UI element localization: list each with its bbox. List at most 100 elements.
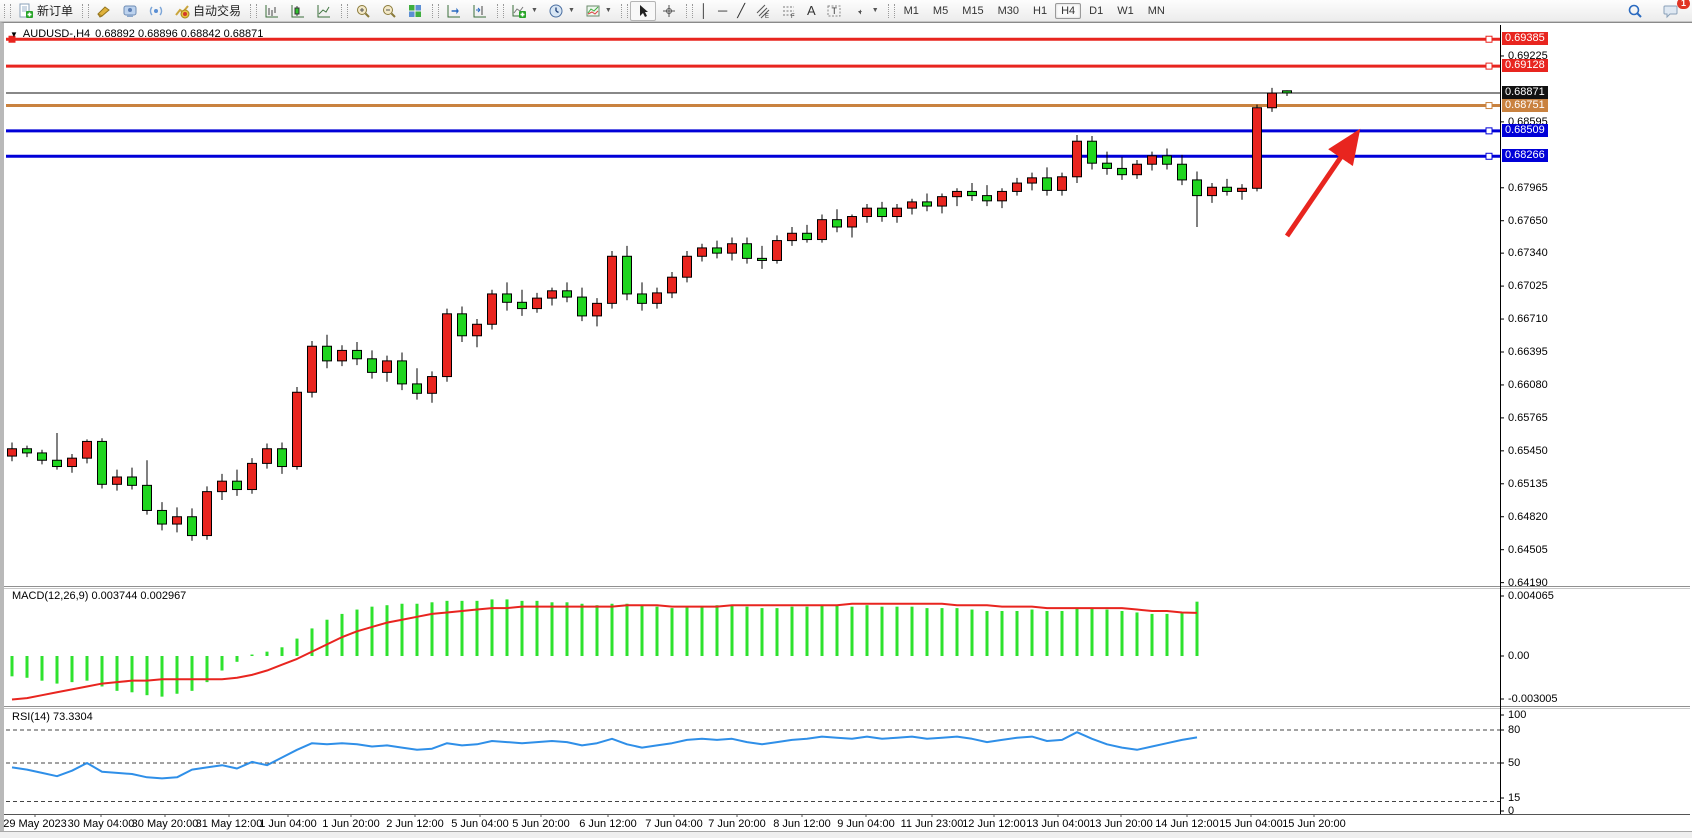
price-tick-label: 0.66395 [1508, 345, 1548, 358]
chart-shift-button[interactable] [467, 1, 493, 21]
horizontal-line-tool-button[interactable]: ─ [713, 1, 732, 20]
candle-body [112, 476, 122, 485]
search-button[interactable] [1622, 1, 1648, 21]
macd-histogram-bar [10, 656, 14, 677]
timeframe-m15[interactable]: M15 [962, 4, 984, 17]
macd-histogram-bar [715, 605, 719, 656]
macd-histogram-bar [1015, 611, 1019, 656]
candle-body [997, 190, 1007, 202]
fibonacci-tool-button[interactable]: F [776, 1, 802, 21]
template-button[interactable]: ▼ [580, 1, 617, 21]
time-label: 12 Jun 12:00 [962, 818, 1026, 830]
level-handle[interactable] [1485, 127, 1493, 135]
arrows-icon [852, 3, 868, 19]
price-badge-0.68509: 0.68509 [1502, 123, 1548, 137]
candle-body [22, 448, 32, 454]
timeframe-group: M1 M5 M15 M30 H1 H4 D1 W1 MN [884, 0, 1172, 21]
time-label: 2 Jun 12:00 [386, 818, 444, 830]
macd-histogram-bar [670, 608, 674, 656]
timeframe-m30[interactable]: M30 [997, 4, 1019, 17]
level-handle[interactable] [1485, 62, 1493, 70]
time-label: 11 Jun 23:00 [900, 818, 964, 830]
candle-body [187, 516, 197, 537]
auto-scroll-button[interactable] [441, 1, 467, 21]
search-icon [1627, 3, 1643, 19]
timeframe-h4[interactable]: H4 [1055, 2, 1082, 19]
macd-histogram-bar [355, 609, 359, 656]
price-badge-0.69128: 0.69128 [1502, 59, 1548, 73]
zoom-out-button[interactable] [376, 1, 402, 21]
crayon-button[interactable] [91, 1, 117, 21]
macd-histogram-bar [1090, 608, 1094, 656]
crosshair-tool-button[interactable] [656, 1, 682, 21]
candle-chart-mode-button[interactable] [285, 1, 311, 21]
level-handle[interactable] [1485, 152, 1493, 160]
add-indicator-button[interactable]: ▼ [506, 1, 543, 21]
level-handle[interactable] [1485, 102, 1493, 110]
text-label-tool-button[interactable]: T [821, 1, 847, 21]
level-handle[interactable] [1485, 35, 1493, 43]
candle-body [697, 247, 707, 257]
rsi-label: RSI(14) 73.3304 [12, 711, 93, 723]
chat-bubble-icon [1663, 3, 1679, 19]
timeframe-d1[interactable]: D1 [1089, 4, 1104, 17]
candle-body [967, 190, 977, 197]
time-label: 7 Jun 20:00 [708, 818, 766, 830]
cursor-tool-button[interactable] [629, 0, 656, 21]
notifications-button[interactable]: 1 [1658, 0, 1690, 21]
template-icon [585, 3, 601, 19]
macd-histogram-bar [220, 656, 224, 671]
macd-histogram-bar [115, 656, 119, 691]
candle-body [67, 457, 77, 468]
timeframe-mn[interactable]: MN [1147, 4, 1165, 17]
channel-tool-button[interactable]: E [750, 1, 776, 21]
candle-body [832, 219, 842, 228]
monitor-icon [122, 3, 138, 19]
macd-histogram-bar [250, 654, 254, 656]
tile-windows-icon [407, 3, 423, 19]
candle-body [427, 376, 437, 394]
new-order-button[interactable]: 新订单 [13, 0, 78, 21]
market-watch-button[interactable] [117, 1, 143, 21]
timeframe-m1[interactable]: M1 [903, 4, 919, 17]
price-tick-label: 0.67340 [1508, 247, 1548, 260]
time-label: 1 Jun 04:00 [259, 818, 317, 830]
trendline-tool-button[interactable]: ╱ [732, 1, 750, 21]
tile-windows-button[interactable] [402, 1, 428, 21]
zoom-in-button[interactable] [350, 1, 376, 21]
candle-body [547, 290, 557, 299]
chart-canvas[interactable] [4, 23, 1690, 827]
candle-body [262, 448, 272, 464]
macd-histogram-bar [1075, 608, 1079, 656]
candle-body [1042, 177, 1052, 191]
timeframe-h1[interactable]: H1 [1033, 4, 1048, 17]
line-chart-mode-button[interactable] [311, 1, 337, 21]
arrows-tool-button[interactable]: ▼ [847, 1, 884, 21]
text-tool-button[interactable]: A [802, 1, 821, 20]
chevron-down-icon: ▼ [604, 7, 612, 14]
period-button[interactable]: ▼ [543, 1, 580, 21]
autotrade-button[interactable]: 自动交易 [169, 0, 246, 21]
toolbar-grip[interactable] [4, 3, 11, 18]
chart-title-dropdown[interactable]: ▼ [10, 29, 18, 39]
chart-shift-icon [472, 3, 488, 19]
macd-histogram-bar [775, 608, 779, 656]
trend-arrow-annotation[interactable] [1284, 128, 1361, 238]
timeframe-w1[interactable]: W1 [1117, 4, 1134, 17]
time-label: 13 Jun 20:00 [1089, 818, 1153, 830]
candle-body [277, 448, 287, 468]
candle-body [1057, 176, 1067, 191]
timeframe-m5[interactable]: M5 [932, 4, 949, 17]
horizontal-line-icon: ─ [717, 3, 728, 18]
level-handle[interactable] [8, 35, 16, 43]
candle-body [817, 219, 827, 241]
price-tick-label: 0.67025 [1508, 280, 1548, 293]
status-strip [0, 831, 1692, 838]
signal-button[interactable] [143, 1, 169, 21]
add-indicator-icon [511, 3, 527, 19]
bar-chart-mode-button[interactable] [259, 1, 285, 21]
macd-histogram-bar [265, 651, 269, 656]
candle-chart-mode-icon [290, 3, 306, 19]
vertical-line-tool-button[interactable]: │ [695, 1, 713, 20]
macd-histogram-bar [205, 656, 209, 683]
